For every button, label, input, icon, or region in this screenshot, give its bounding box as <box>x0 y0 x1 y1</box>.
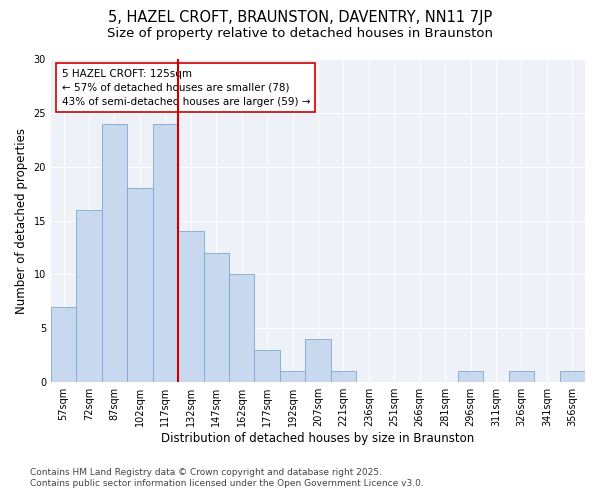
Text: 5 HAZEL CROFT: 125sqm
← 57% of detached houses are smaller (78)
43% of semi-deta: 5 HAZEL CROFT: 125sqm ← 57% of detached … <box>62 68 310 106</box>
Bar <box>152 124 178 382</box>
Bar <box>76 210 102 382</box>
X-axis label: Distribution of detached houses by size in Braunston: Distribution of detached houses by size … <box>161 432 475 445</box>
Bar <box>331 372 356 382</box>
Bar <box>203 253 229 382</box>
Bar <box>51 307 76 382</box>
Bar <box>178 232 203 382</box>
Y-axis label: Number of detached properties: Number of detached properties <box>15 128 28 314</box>
Text: Size of property relative to detached houses in Braunston: Size of property relative to detached ho… <box>107 28 493 40</box>
Bar <box>560 372 585 382</box>
Text: 5, HAZEL CROFT, BRAUNSTON, DAVENTRY, NN11 7JP: 5, HAZEL CROFT, BRAUNSTON, DAVENTRY, NN1… <box>108 10 492 25</box>
Bar <box>280 372 305 382</box>
Bar <box>102 124 127 382</box>
Bar <box>254 350 280 382</box>
Bar <box>458 372 483 382</box>
Bar <box>305 339 331 382</box>
Bar <box>509 372 534 382</box>
Text: Contains HM Land Registry data © Crown copyright and database right 2025.
Contai: Contains HM Land Registry data © Crown c… <box>30 468 424 487</box>
Bar <box>127 188 152 382</box>
Bar <box>229 274 254 382</box>
